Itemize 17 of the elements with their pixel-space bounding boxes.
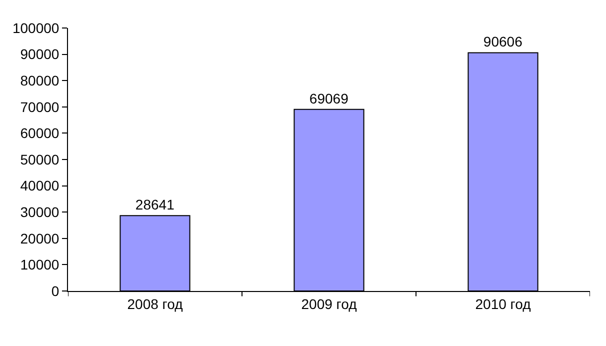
y-tick-label: 100000: [12, 20, 60, 36]
y-tick-label: 0: [51, 282, 60, 299]
y-tick-label: 20000: [20, 230, 60, 246]
y-tick-label: 60000: [20, 125, 60, 142]
x-tick-label: 2010 год: [475, 296, 531, 312]
y-tick-label: 70000: [20, 98, 60, 115]
y-tick-label: 50000: [20, 151, 60, 168]
data-label: 90606: [483, 34, 523, 50]
y-tick-label: 10000: [20, 256, 60, 273]
y-tick-label: 40000: [20, 178, 60, 194]
y-tick-label: 90000: [20, 46, 60, 62]
data-label: 28641: [135, 196, 175, 213]
x-tick-label: 2008 год: [127, 296, 183, 312]
y-tick-label: 80000: [20, 72, 60, 88]
data-label: 69069: [309, 90, 349, 106]
y-tick-label: 30000: [20, 204, 60, 220]
x-tick-label: 2009 год: [301, 296, 357, 312]
